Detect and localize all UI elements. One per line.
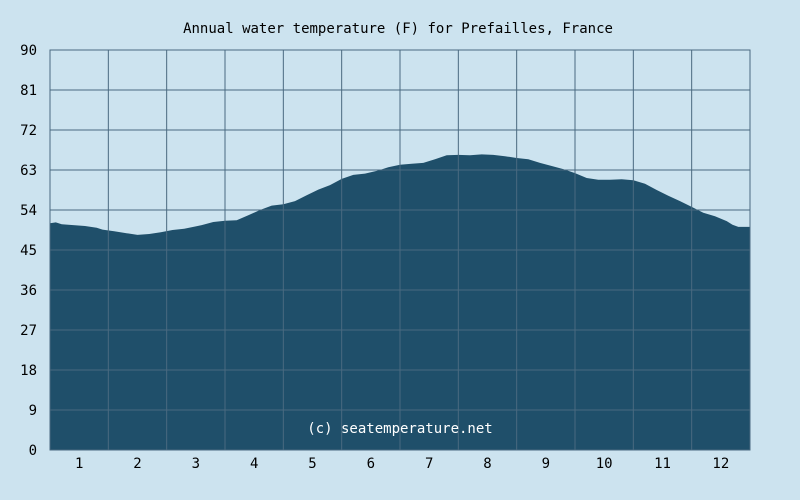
y-tick-label: 18 (20, 363, 37, 379)
y-tick-label: 72 (20, 123, 37, 139)
y-tick-label: 54 (20, 203, 37, 219)
watermark: (c) seatemperature.net (307, 421, 492, 437)
y-tick-label: 45 (20, 243, 37, 259)
y-tick-label: 27 (20, 323, 37, 339)
x-tick-label: 3 (192, 456, 200, 472)
plot-frame (49, 49, 751, 451)
x-tick-label: 6 (367, 456, 375, 472)
y-tick-label: 36 (20, 283, 37, 299)
x-tick-label: 7 (425, 456, 433, 472)
y-tick-label: 0 (29, 443, 37, 459)
x-tick-label: 4 (250, 456, 258, 472)
x-tick-label: 1 (75, 456, 83, 472)
x-tick-label: 5 (308, 456, 316, 472)
y-axis-tick-labels: 0 9 18 27 36 45 54 63 72 81 90 (20, 43, 37, 459)
x-tick-label: 11 (654, 456, 671, 472)
x-axis-tick-labels: 1 2 3 4 5 6 7 8 9 10 11 12 (75, 456, 729, 472)
x-tick-label: 12 (712, 456, 729, 472)
y-tick-label: 63 (20, 163, 37, 179)
x-tick-label: 9 (542, 456, 550, 472)
y-tick-label: 81 (20, 83, 37, 99)
y-tick-label: 9 (29, 403, 37, 419)
x-tick-label: 10 (596, 456, 613, 472)
x-tick-label: 2 (133, 456, 141, 472)
y-tick-label: 90 (20, 43, 37, 59)
chart-title: Annual water temperature (F) for Prefail… (183, 21, 613, 37)
x-tick-label: 8 (483, 456, 491, 472)
